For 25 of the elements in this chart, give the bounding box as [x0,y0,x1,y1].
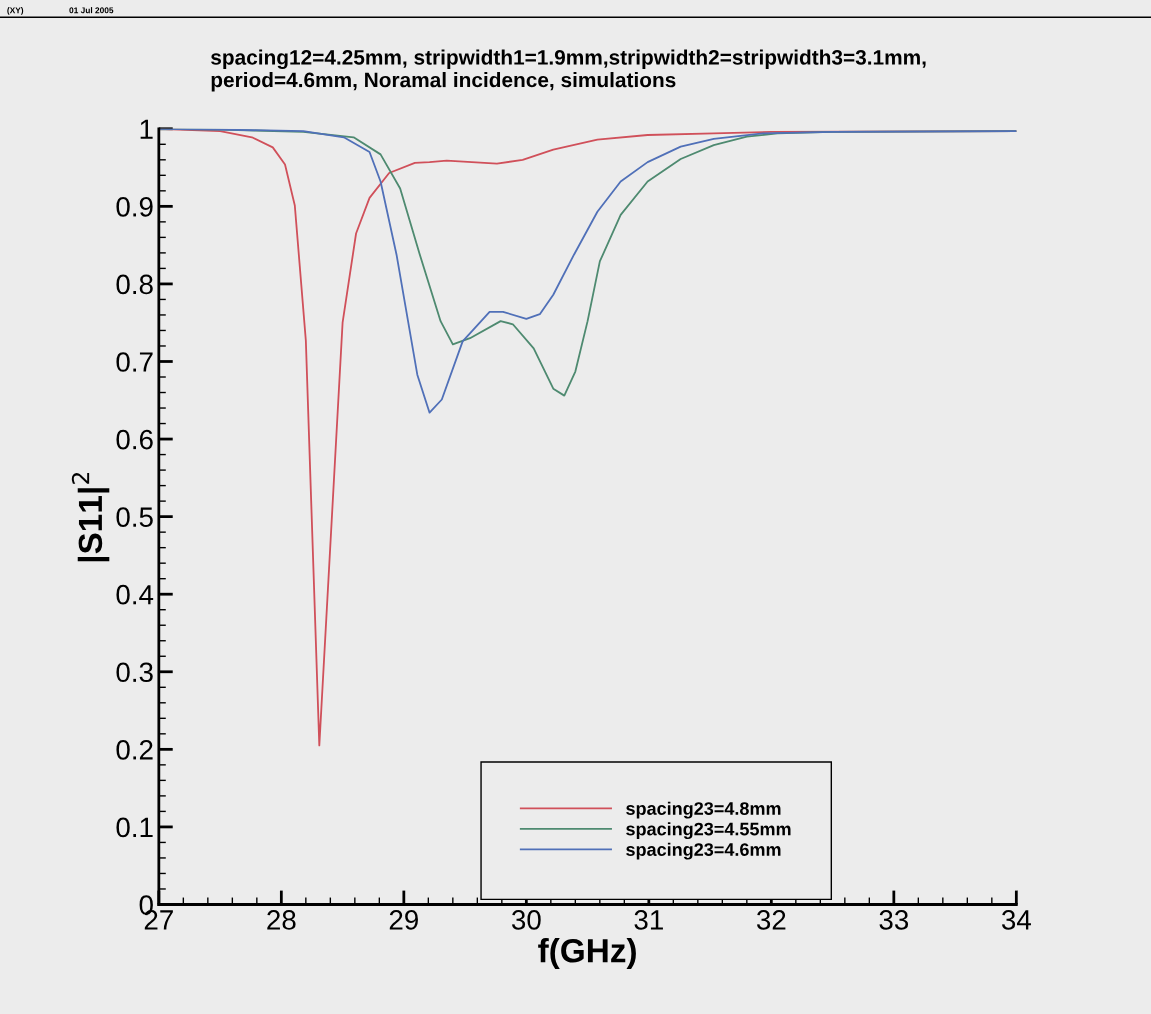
y-tick-label: 0.4 [116,584,154,605]
y-tick-label: 0.9 [116,197,153,217]
y-tick-label: 0.1 [116,817,153,838]
text: (XY) [7,7,24,15]
legend-label: spacing23=4.55mm [626,822,791,840]
x-tick-label: 32 [756,910,786,930]
x-tick-label: 29 [389,910,418,930]
y-tick-label: 0.3 [116,662,153,683]
y-tick-label: 0.7 [116,352,153,372]
x-tick-label: 33 [879,910,909,930]
x-tick-label: 34 [1001,910,1031,930]
x-axis-title: f(GHz) [538,938,636,970]
legend-label: spacing23=4.8mm [626,801,781,819]
x-tick-label: 30 [511,910,541,930]
y-tick-label: 0.8 [116,274,153,295]
text: 01 Jul 2005 [69,7,114,14]
x-tick-label: 31 [634,910,663,930]
legend-label: spacing23=4.6mm [626,842,781,860]
x-tick-label: 28 [267,910,296,930]
y-tick-label: 1 [140,119,153,139]
y-tick-label: 0.6 [116,429,153,450]
y-tick-label: 0.2 [116,740,153,760]
chart-title: spacing12=4.25mm, stripwidth1=1.9mm,stripwidth2=stripwidth3=3.1mm, period=4.6mm, Noramal incidence, simulations [211,49,926,92]
y-tick-label: 0.5 [116,507,153,527]
y-axis-title: |S11|$^{2}$ [71,473,110,562]
